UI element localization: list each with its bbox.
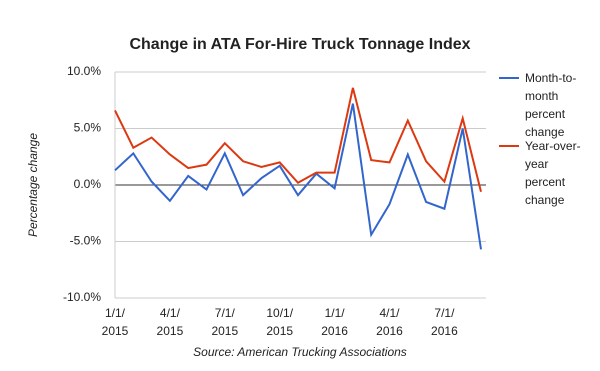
x-tick-label: 7/1/2015 <box>211 306 238 338</box>
y-tick-label: 0.0% <box>74 177 102 191</box>
legend-label: Month-to-month percent change <box>525 71 577 139</box>
y-tick-label: -5.0% <box>70 234 102 248</box>
x-tick-label: 4/1/2015 <box>157 306 184 338</box>
y-axis-label: Percentage change <box>26 133 40 237</box>
legend-entry: Year-over-year percent change <box>525 139 581 207</box>
series-line <box>114 103 482 250</box>
series-line <box>114 87 482 193</box>
x-tick-label: 1/1/2016 <box>321 306 348 338</box>
x-tick-label: 10/1/2015 <box>266 306 293 338</box>
x-tick-label: 4/1/2016 <box>376 306 403 338</box>
legend-label: Year-over-year percent change <box>525 139 581 207</box>
y-tick-label: 10.0% <box>67 64 101 78</box>
y-tick-label: -10.0% <box>63 290 101 304</box>
legend-entry: Month-to-month percent change <box>525 71 577 139</box>
chart-title: Change in ATA For-Hire Truck Tonnage Ind… <box>129 36 470 53</box>
x-tick-label: 1/1/2015 <box>102 306 129 338</box>
y-tick-label: 5.0% <box>74 121 102 135</box>
source-note: Source: American Trucking Associations <box>193 345 407 359</box>
x-tick-label: 7/1/2016 <box>431 306 458 338</box>
